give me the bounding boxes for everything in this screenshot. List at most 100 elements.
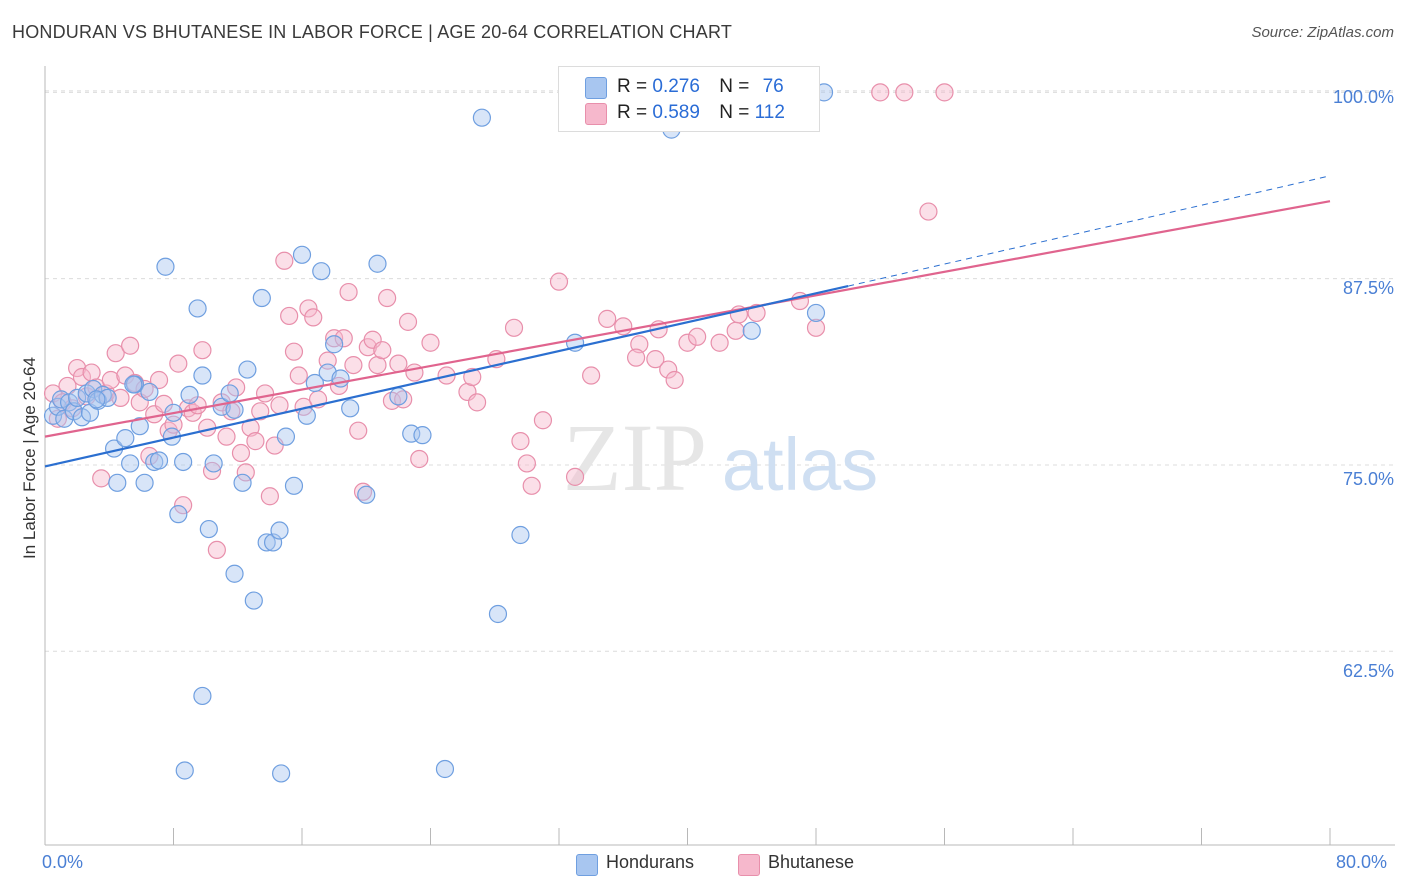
bhutanese-point [353, 482, 373, 501]
bhutanese-point [246, 432, 265, 451]
bhutanese-point [688, 327, 707, 346]
bhutanese-point [255, 384, 275, 403]
bhutanese-point [582, 366, 601, 385]
watermark-zip: ZIP [563, 404, 707, 511]
bhutanese-point [169, 354, 188, 373]
bhutanese-point [284, 342, 304, 361]
bhutanese-point [111, 388, 130, 407]
series-hondurans-points [43, 83, 834, 783]
bottom-legend-bhutanese: Bhutanese [768, 852, 855, 872]
bhutanese-point [299, 299, 318, 318]
bhutanese-point [511, 432, 530, 451]
bhutanese-point [270, 396, 289, 415]
bhutanese-point [304, 308, 323, 327]
bhutanese-point [463, 367, 482, 387]
honduran-point [389, 387, 408, 406]
trend-lines [44, 175, 1331, 468]
bhutanese-point [533, 411, 553, 430]
axes [44, 66, 1395, 846]
bhutanese-point [678, 333, 697, 352]
honduran-point [413, 426, 432, 445]
honduran-point [276, 427, 296, 446]
bhutanese-point [522, 476, 541, 495]
legend-r-label: R = [617, 102, 648, 123]
x-tick-label-max: 80.0% [1336, 852, 1388, 872]
honduran-point [284, 476, 304, 495]
honduran-point [244, 591, 263, 610]
bhutanese-point [467, 393, 487, 412]
bhutanese-point [280, 306, 299, 326]
bhutanese-point [72, 367, 92, 387]
honduran-point [87, 390, 106, 409]
bhutanese-point [344, 355, 363, 375]
bhutanese-point [121, 336, 140, 355]
watermark: ZIP atlas [563, 404, 878, 511]
bhutanese-point [373, 341, 392, 360]
honduran-point [257, 533, 276, 552]
bhutanese-point [665, 370, 684, 390]
honduran-point [121, 454, 140, 473]
chart-source: Source: ZipAtlas.com [1251, 24, 1394, 41]
honduran-point [175, 761, 194, 780]
bhutanese-point [871, 83, 890, 102]
honduran-point [188, 299, 207, 318]
honduran-point [130, 417, 149, 436]
bhutanese-point [202, 461, 222, 481]
honduran-point [204, 454, 223, 473]
honduran-point [806, 303, 826, 323]
y-tick-label-100: 100.0% [1332, 87, 1394, 107]
bhutanese-point [68, 358, 87, 378]
honduran-point [156, 257, 175, 276]
legend-row-hondurans: R = 0.276 N = 76 [617, 76, 784, 98]
legend-n-value: 112 [754, 102, 785, 123]
bhutanese-point [504, 318, 524, 337]
bhutanese-point [92, 469, 111, 488]
legend-row-bhutanese: R = 0.589 N = 112 [617, 102, 785, 124]
bhutanese-trend-line [44, 200, 1331, 438]
honduran-point [84, 379, 103, 399]
legend-r-value: 0.276 [652, 76, 700, 97]
bhutanese-point [260, 487, 279, 506]
y-tick-label-87-5: 87.5% [1342, 278, 1394, 298]
honduran-point [225, 564, 244, 583]
bhutanese-point [935, 83, 954, 102]
bhutanese-point [275, 251, 294, 270]
bhutanese-point [251, 402, 270, 421]
bhutanese-point [630, 335, 649, 354]
y-axis-label: In Labor Force | Age 20-64 [20, 357, 39, 559]
bhutanese-point [919, 202, 938, 221]
honduran-point [488, 604, 508, 624]
legend-n-label: N = [719, 76, 750, 97]
bhutanese-point [349, 421, 368, 440]
bhutanese-point [174, 496, 193, 515]
bhutanese-point [289, 366, 308, 385]
x-tick-label-min: 0.0% [42, 852, 84, 872]
honduran-point [124, 375, 143, 394]
bhutanese-point [193, 341, 212, 360]
bhutanese-point [626, 348, 646, 367]
hondurans-trend-line [44, 285, 849, 468]
legend-n-label: N = [719, 102, 750, 123]
honduran-point [292, 245, 312, 264]
bhutanese-point [394, 390, 413, 409]
honduran-point [233, 473, 252, 492]
honduran-point [238, 360, 257, 379]
honduran-point [55, 409, 74, 428]
bhutanese-point [378, 288, 397, 308]
honduran-point [68, 388, 87, 407]
honduran-point [312, 262, 331, 281]
bhutanese-point [339, 282, 358, 302]
bhutanese-point [659, 360, 678, 379]
honduran-point [116, 429, 135, 448]
honduran-point [511, 525, 530, 545]
bhutanese-point [726, 321, 745, 340]
bhutanese-point [549, 272, 569, 291]
bottom-legend-hondurans: Hondurans [606, 852, 695, 872]
honduran-point [149, 451, 169, 470]
honduran-point [270, 521, 289, 540]
honduran-point [193, 366, 212, 385]
honduran-point [472, 108, 491, 127]
honduran-point [43, 406, 63, 425]
bhutanese-point [236, 463, 255, 482]
